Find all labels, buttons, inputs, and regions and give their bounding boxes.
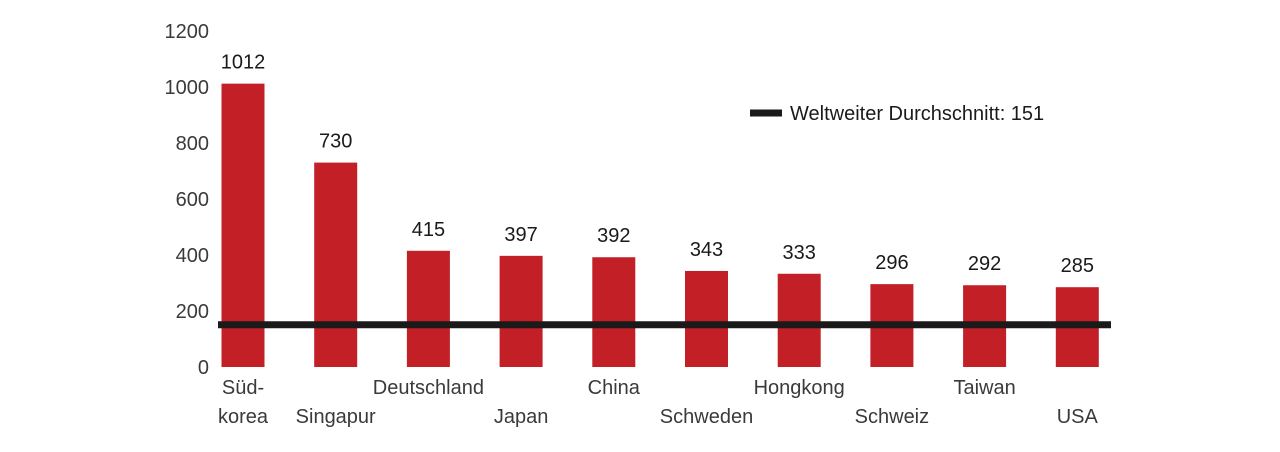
x-tick-label: Schweden [660, 406, 753, 428]
x-tick-label: Singapur [296, 406, 376, 428]
bar [221, 83, 265, 367]
x-tick-label: USA [1057, 406, 1099, 428]
x-tick-label: Deutschland [373, 377, 484, 399]
data-label: 397 [504, 224, 537, 246]
value-labels: 1012 730 415 397 392 343 333 296 292 285 [221, 52, 1094, 278]
y-tick-label: 400 [176, 245, 209, 267]
data-label: 392 [597, 225, 630, 247]
bar [406, 250, 450, 367]
y-tick-label: 600 [176, 189, 209, 211]
bar [499, 255, 543, 367]
data-label: 333 [783, 242, 816, 264]
data-label: 730 [319, 131, 352, 153]
data-label: 415 [412, 219, 445, 241]
data-label: 343 [690, 239, 723, 261]
y-tick-label: 800 [176, 133, 209, 155]
x-tick-label: korea [218, 406, 269, 428]
y-tick-label: 1000 [165, 77, 210, 99]
y-tick-label: 200 [176, 301, 209, 323]
y-tick-label: 0 [198, 357, 209, 379]
data-label: 285 [1061, 255, 1094, 277]
bar [777, 273, 821, 367]
bar [685, 270, 728, 367]
x-tick-label: Japan [494, 406, 549, 428]
x-tick-label: Schweiz [855, 406, 929, 428]
data-label: 296 [875, 252, 908, 274]
y-tick-label: 1200 [165, 21, 210, 43]
category-labels: Süd-korea Singapur Deutschland Japan China Sc… [218, 377, 1099, 428]
bar [314, 162, 358, 367]
x-tick-label: Hongkong [754, 377, 845, 399]
y-axis-ticks: 0 200 400 600 800 1000 1200 [165, 21, 210, 379]
legend-label: Weltweiter Durchschnitt: 151 [790, 103, 1044, 125]
x-tick-label: China [588, 377, 641, 399]
bar [592, 257, 636, 367]
data-label: 292 [968, 253, 1001, 275]
legend: Weltweiter Durchschnitt: 151 [750, 103, 1044, 125]
data-label: 1012 [221, 52, 266, 74]
x-tick-label: Süd- [222, 377, 264, 399]
x-tick-label: Taiwan [953, 377, 1015, 399]
